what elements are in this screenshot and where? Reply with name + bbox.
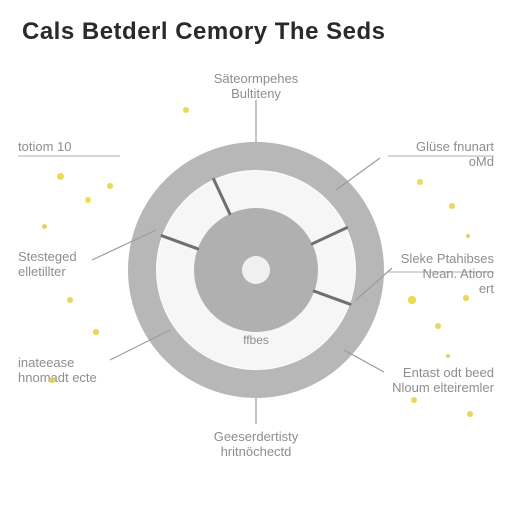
scatter-dot [463,295,468,300]
callout-right-upper: Glüse fnunartoMd [416,140,494,170]
callout-left-upper: totiom 10 [18,140,71,155]
scatter-dot [435,323,441,329]
diagram-canvas: Cals Betderl Cemory The Seds Säteormpehe… [0,0,512,512]
scatter-dot [85,197,91,203]
scatter-dot [408,296,415,303]
scatter-dot [93,329,98,334]
callout-right-lower: Entast odt beedNloum elteiremler [392,366,494,396]
scatter-dot [411,397,417,403]
scatter-dot [57,173,64,180]
callout-top-center: SäteormpehesBultiteny [0,72,512,102]
scatter-dot [107,183,113,189]
callout-left-lower: inateeasehnomadt ecte [18,356,97,386]
callout-left-mid: Stestegedelletillter [18,250,77,280]
scatter-dot [49,377,55,383]
callout-bottom-center: Geeserdertistyhritnöchectd [0,430,512,460]
scatter-dot [449,203,455,209]
callout-center-small: ffbes [0,334,512,348]
callout-right-mid: Sleke PtahibsesNean. Atioroert [401,252,494,297]
scatter-dot [42,224,47,229]
scatter-dot [467,411,473,417]
